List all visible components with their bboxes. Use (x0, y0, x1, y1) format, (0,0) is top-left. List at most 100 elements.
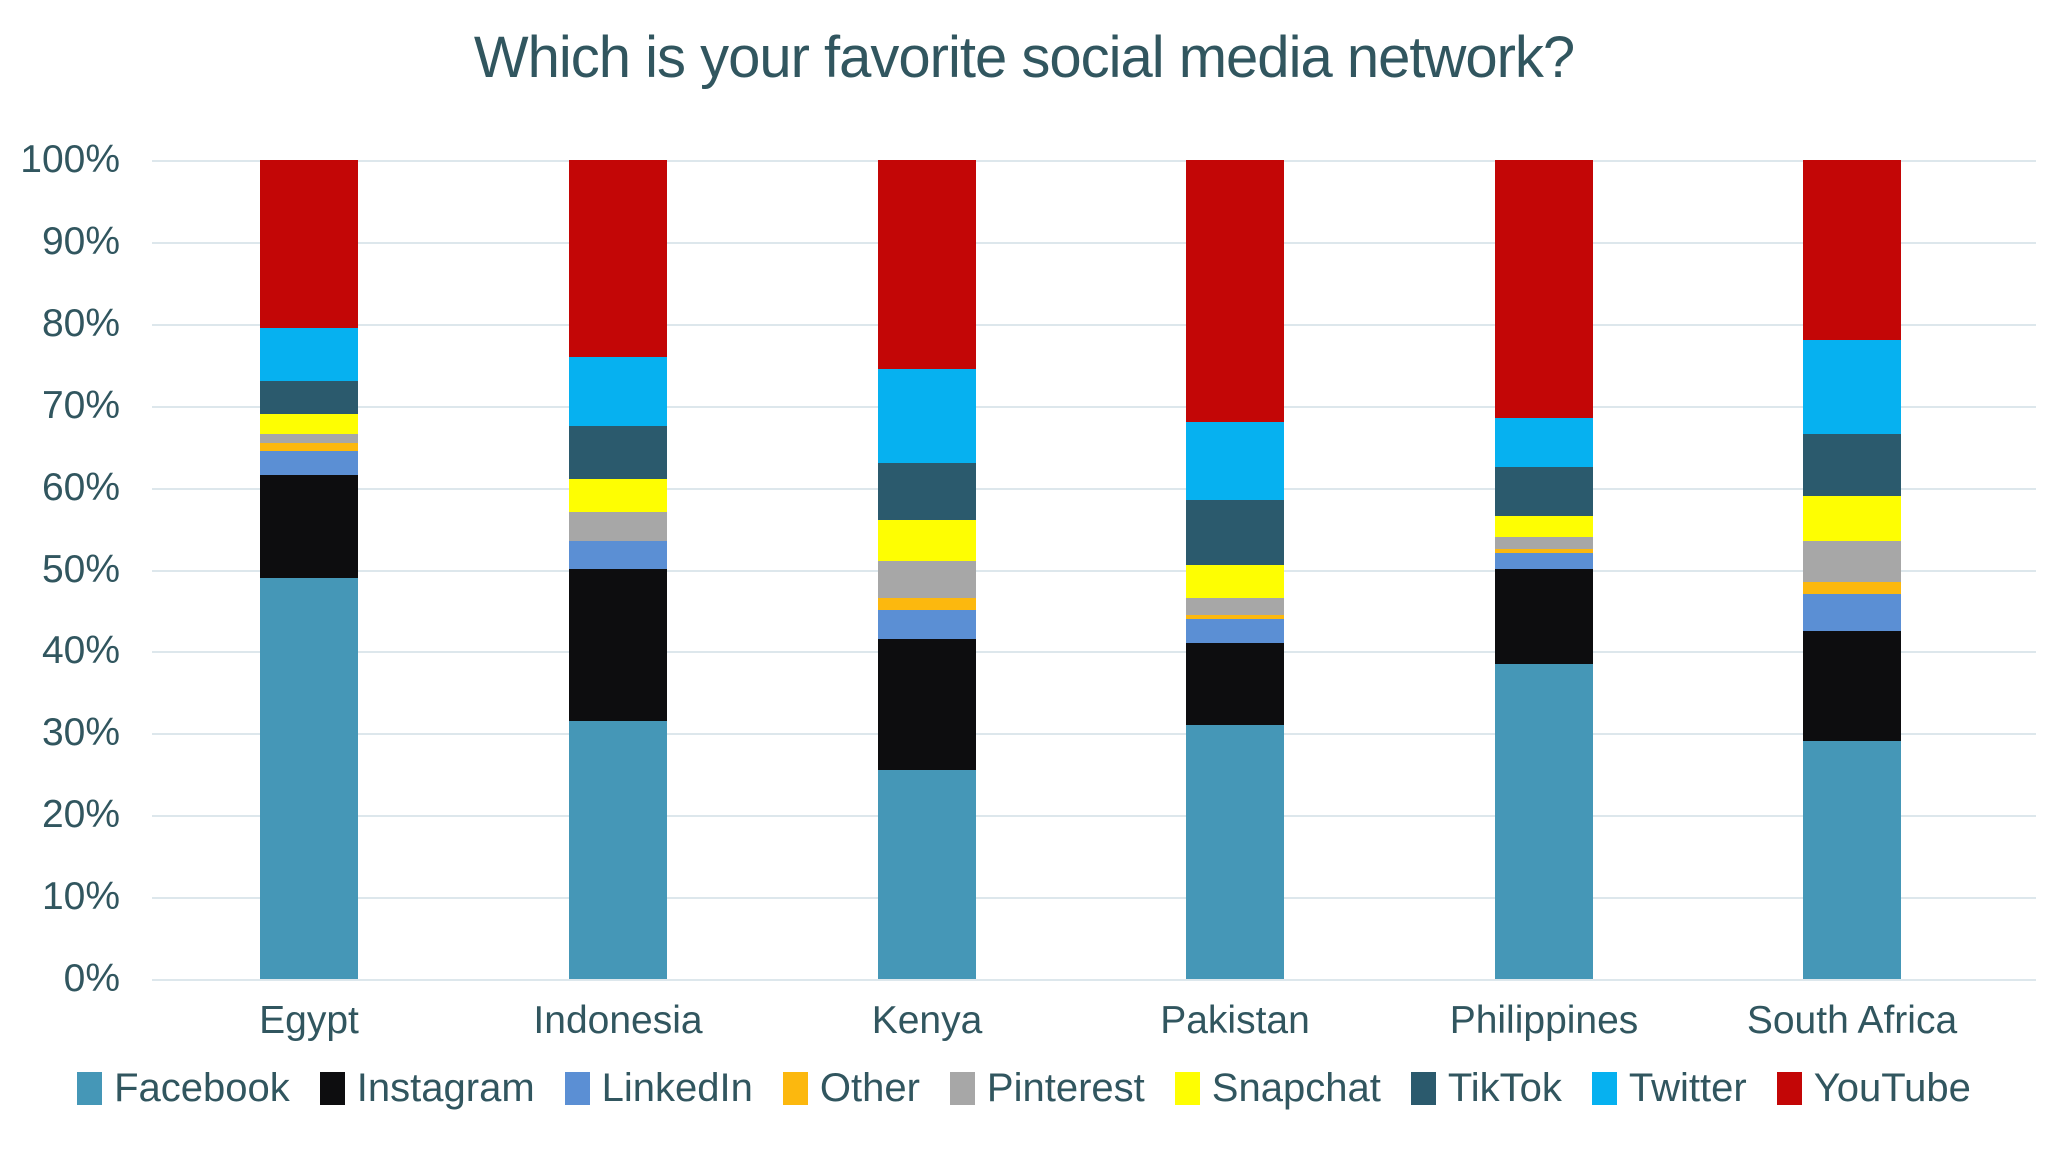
bar-segment-indonesia-tiktok[interactable] (569, 426, 667, 480)
bar-segment-pakistan-pinterest[interactable] (1186, 598, 1284, 615)
bar-segment-egypt-twitter[interactable] (260, 327, 358, 382)
bar-segment-egypt-facebook[interactable] (260, 577, 358, 979)
gridline (152, 323, 2036, 326)
gridline (152, 487, 2036, 490)
chart-title: Which is your favorite social media netw… (473, 25, 1575, 90)
bar-segment-kenya-snapchat[interactable] (878, 520, 976, 562)
bar-segment-egypt-youtube[interactable] (260, 160, 358, 328)
legend-swatch-snapchat (1174, 1071, 1200, 1105)
bar-segment-south-africa-other[interactable] (1803, 581, 1901, 595)
bar-segment-kenya-pinterest[interactable] (878, 561, 976, 599)
legend-item-youtube[interactable]: YouTube (1776, 1065, 1971, 1111)
bar-segment-kenya-instagram[interactable] (878, 639, 976, 771)
bar-segment-philippines-facebook[interactable] (1495, 663, 1593, 979)
bar-south-africa (1803, 160, 1901, 979)
legend-label-twitter: Twitter (1628, 1065, 1747, 1110)
bar-segment-kenya-youtube[interactable] (878, 160, 976, 369)
bar-segment-pakistan-instagram[interactable] (1186, 643, 1284, 726)
bar-segment-pakistan-facebook[interactable] (1186, 725, 1284, 979)
bar-segment-egypt-pinterest[interactable] (260, 434, 358, 443)
legend-label-snapchat: Snapchat (1211, 1065, 1381, 1110)
bar-segment-south-africa-youtube[interactable] (1803, 160, 1901, 341)
bar-segment-philippines-pinterest[interactable] (1495, 536, 1593, 549)
y-tick-label: 50% (41, 547, 120, 591)
legend-item-pinterest[interactable]: Pinterest (949, 1066, 1145, 1111)
bar-segment-south-africa-facebook[interactable] (1803, 741, 1901, 979)
bar-segment-egypt-linkedin[interactable] (260, 450, 358, 476)
legend-label-youtube: YouTube (1813, 1065, 1971, 1110)
bar-segment-egypt-snapchat[interactable] (260, 413, 358, 435)
legend-item-linkedin[interactable]: LinkedIn (564, 1065, 753, 1111)
bar-egypt (260, 160, 358, 979)
x-tick-label-south-africa: South Africa (1746, 999, 1958, 1042)
bar-segment-kenya-twitter[interactable] (878, 368, 976, 464)
gridline (152, 405, 2036, 408)
bar-segment-egypt-tiktok[interactable] (260, 381, 358, 414)
bar-segment-philippines-snapchat[interactable] (1495, 516, 1593, 537)
y-tick-label: 40% (41, 629, 120, 673)
bar-segment-pakistan-youtube[interactable] (1186, 160, 1284, 423)
bar-segment-philippines-youtube[interactable] (1495, 160, 1593, 418)
bar-segment-kenya-tiktok[interactable] (878, 463, 976, 521)
gridline (152, 897, 2036, 900)
x-tick-label-kenya: Kenya (871, 999, 983, 1042)
bar-segment-indonesia-facebook[interactable] (569, 720, 667, 979)
bar-segment-pakistan-snapchat[interactable] (1186, 565, 1284, 599)
gridline (152, 733, 2036, 736)
bar-segment-south-africa-twitter[interactable] (1803, 340, 1901, 435)
bar-segment-south-africa-linkedin[interactable] (1803, 594, 1901, 631)
bar-segment-pakistan-linkedin[interactable] (1186, 618, 1284, 644)
bar-segment-philippines-other[interactable] (1495, 548, 1593, 554)
bar-segment-kenya-linkedin[interactable] (878, 610, 976, 640)
x-tick-label-indonesia: Indonesia (533, 999, 703, 1042)
legend-label-instagram: Instagram (356, 1065, 535, 1110)
bar-segment-philippines-twitter[interactable] (1495, 417, 1593, 468)
y-tick-label: 0% (63, 957, 120, 1000)
legend-item-tiktok[interactable]: TikTok (1410, 1066, 1562, 1111)
bar-segment-egypt-other[interactable] (260, 442, 358, 451)
bar-segment-indonesia-twitter[interactable] (569, 356, 667, 427)
legend-swatch-twitter (1591, 1071, 1617, 1105)
bar-segment-pakistan-tiktok[interactable] (1186, 499, 1284, 566)
legend-item-instagram[interactable]: Instagram (319, 1065, 535, 1111)
bar-segment-south-africa-pinterest[interactable] (1803, 540, 1901, 582)
y-tick-label: 100% (20, 138, 120, 181)
bar-segment-indonesia-snapchat[interactable] (569, 479, 667, 513)
bar-segment-south-africa-tiktok[interactable] (1803, 434, 1901, 496)
legend-label-linkedin: LinkedIn (601, 1065, 753, 1110)
y-axis-labels: 100% 90% 80% 70% 60% 50% 40% 30% 20% 10% 0% (0, 138, 120, 1000)
legend-item-facebook[interactable]: Facebook (77, 1066, 290, 1111)
bar-pakistan (1186, 160, 1284, 979)
plot-area (152, 160, 2036, 981)
y-tick-label: 30% (41, 711, 120, 755)
bar-segment-south-africa-snapchat[interactable] (1803, 495, 1901, 541)
bar-segment-philippines-instagram[interactable] (1495, 569, 1593, 664)
bar-segment-indonesia-pinterest[interactable] (569, 512, 667, 541)
bar-segment-philippines-linkedin[interactable] (1495, 553, 1593, 570)
legend-swatch-tiktok (1410, 1071, 1436, 1105)
y-tick-label: 90% (41, 219, 120, 263)
bar-segment-pakistan-other[interactable] (1186, 614, 1284, 619)
bar-segment-egypt-instagram[interactable] (260, 475, 358, 578)
legend-item-other[interactable]: Other (782, 1066, 920, 1111)
legend-item-snapchat[interactable]: Snapchat (1174, 1065, 1381, 1111)
gridline (152, 569, 2036, 572)
x-tick-label-philippines: Philippines (1449, 999, 1639, 1042)
y-tick-label: 80% (41, 301, 120, 345)
bar-segment-indonesia-linkedin[interactable] (569, 540, 667, 570)
legend-swatch-other (782, 1071, 808, 1105)
legend-swatch-instagram (319, 1071, 345, 1105)
legend-swatch-linkedin (564, 1071, 590, 1105)
y-tick-label: 60% (41, 465, 120, 509)
bar-segment-pakistan-twitter[interactable] (1186, 422, 1284, 500)
bar-segment-kenya-facebook[interactable] (878, 770, 976, 979)
bar-segment-kenya-other[interactable] (878, 598, 976, 611)
legend-item-twitter[interactable]: Twitter (1591, 1065, 1747, 1111)
bar-segment-indonesia-youtube[interactable] (569, 160, 667, 357)
bar-segment-south-africa-instagram[interactable] (1803, 630, 1901, 742)
bar-segment-indonesia-instagram[interactable] (569, 569, 667, 721)
gridline (152, 241, 2036, 244)
bar-philippines (1495, 160, 1593, 979)
bar-segment-philippines-tiktok[interactable] (1495, 467, 1593, 517)
